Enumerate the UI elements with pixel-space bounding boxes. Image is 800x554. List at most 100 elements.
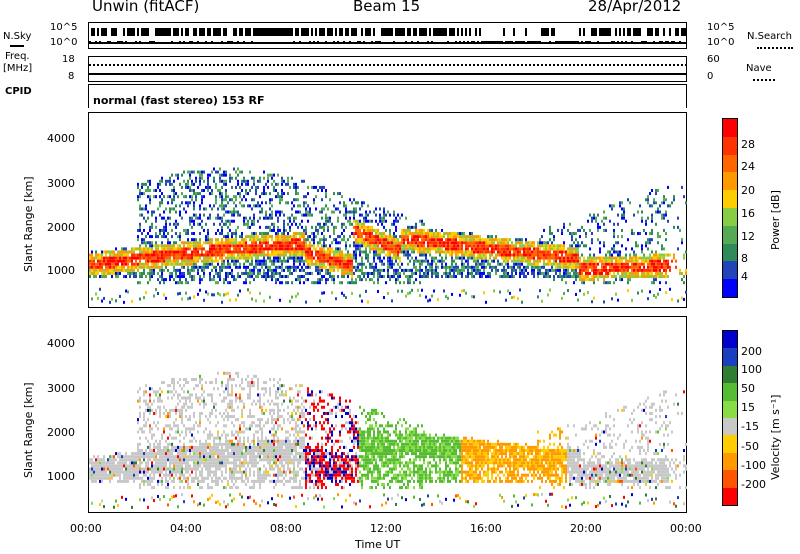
rti-cell bbox=[209, 259, 211, 263]
rti-cell bbox=[181, 271, 183, 275]
rti-cell bbox=[665, 291, 667, 295]
rti-cell bbox=[225, 204, 227, 208]
rti-cell bbox=[563, 250, 565, 254]
rti-cell bbox=[141, 479, 143, 483]
rti-cell bbox=[431, 256, 433, 260]
rti-cell bbox=[667, 185, 669, 189]
rti-cell bbox=[671, 201, 673, 205]
rti-cell bbox=[565, 275, 567, 279]
rti-cell bbox=[147, 259, 149, 263]
rti-cell bbox=[513, 262, 515, 266]
rti-cell bbox=[191, 265, 193, 269]
rti-cell bbox=[215, 259, 217, 263]
rti-cell bbox=[397, 262, 399, 266]
rti-cell bbox=[145, 259, 147, 263]
freq-sample bbox=[505, 64, 507, 66]
nsky-sample bbox=[383, 28, 385, 36]
rti-cell bbox=[151, 433, 153, 437]
rti-cell bbox=[207, 238, 209, 242]
rti-cell bbox=[269, 173, 271, 177]
rti-cell bbox=[539, 241, 541, 245]
rti-cell bbox=[477, 262, 479, 266]
rti-cell bbox=[223, 173, 225, 177]
rti-cell bbox=[461, 247, 463, 251]
rti-cell bbox=[505, 247, 507, 251]
rti-cell bbox=[91, 268, 93, 272]
rti-cell bbox=[147, 216, 149, 220]
freq-sample bbox=[445, 64, 447, 66]
rti-cell bbox=[99, 275, 101, 279]
rti-cell bbox=[277, 238, 279, 242]
rti-cell bbox=[237, 182, 239, 186]
rti-cell bbox=[315, 228, 317, 232]
rti-cell bbox=[581, 225, 583, 229]
colorbar-swatch bbox=[723, 119, 737, 137]
rti-cell bbox=[531, 262, 533, 266]
rti-cell bbox=[401, 250, 403, 254]
rti-cell bbox=[651, 228, 653, 232]
rti-cell bbox=[147, 210, 149, 214]
nsky-sample bbox=[207, 28, 209, 36]
rti-cell bbox=[185, 250, 187, 254]
rti-cell bbox=[371, 235, 373, 239]
rti-cell bbox=[263, 176, 265, 180]
rti-cell bbox=[109, 458, 111, 462]
rti-cell bbox=[287, 265, 289, 269]
rti-cell bbox=[223, 253, 225, 257]
rti-cell bbox=[161, 216, 163, 220]
rti-cell bbox=[625, 275, 627, 279]
rti-cell bbox=[429, 244, 431, 248]
rti-cell bbox=[111, 455, 113, 459]
rti-cell bbox=[345, 265, 347, 269]
rti-cell bbox=[625, 256, 627, 260]
rti-cell bbox=[497, 262, 499, 266]
nsky-sample bbox=[161, 28, 163, 36]
rti-cell bbox=[153, 253, 155, 257]
rti-cell bbox=[143, 418, 145, 422]
rti-cell bbox=[539, 238, 541, 242]
rti-cell bbox=[629, 275, 631, 279]
rti-cell bbox=[377, 253, 379, 257]
rti-cell bbox=[533, 256, 535, 260]
rti-cell bbox=[103, 275, 105, 279]
rti-cell bbox=[211, 250, 213, 254]
rti-cell bbox=[361, 256, 363, 260]
rti-cell bbox=[357, 232, 359, 236]
rti-cell bbox=[451, 238, 453, 242]
nsky-sample bbox=[261, 28, 263, 36]
rti-cell bbox=[497, 268, 499, 272]
rti-cell bbox=[255, 299, 257, 303]
rti-cell bbox=[167, 247, 169, 251]
rti-cell bbox=[419, 235, 421, 239]
rti-cell bbox=[479, 268, 481, 272]
rti-cell bbox=[407, 256, 409, 260]
rti-cell bbox=[379, 241, 381, 245]
rti-cell bbox=[367, 300, 369, 304]
rti-cell bbox=[313, 247, 315, 251]
rti-cell bbox=[555, 244, 557, 248]
rti-cell bbox=[393, 275, 395, 279]
rti-cell bbox=[163, 225, 165, 229]
rti-cell bbox=[407, 228, 409, 232]
rti-cell bbox=[437, 241, 439, 245]
rti-cell bbox=[649, 232, 651, 236]
rti-cell bbox=[617, 241, 619, 245]
rti-cell bbox=[287, 179, 289, 183]
rti-cell bbox=[203, 253, 205, 257]
rti-cell bbox=[439, 247, 441, 251]
rti-cell bbox=[179, 268, 181, 272]
rti-cell bbox=[479, 241, 481, 245]
rti-cell bbox=[171, 235, 173, 239]
rti-cell bbox=[483, 259, 485, 263]
rti-cell bbox=[161, 253, 163, 257]
cpid-text: normal (fast stereo) 153 RF bbox=[93, 94, 265, 107]
rti-cell bbox=[131, 271, 133, 275]
rti-cell bbox=[597, 262, 599, 266]
rti-cell bbox=[165, 207, 167, 211]
rti-cell bbox=[475, 262, 477, 266]
rti-cell bbox=[175, 225, 177, 229]
freq-sample bbox=[149, 64, 151, 66]
nsky-sample bbox=[233, 28, 235, 36]
rti-cell bbox=[151, 259, 153, 263]
rti-cell bbox=[109, 464, 111, 468]
